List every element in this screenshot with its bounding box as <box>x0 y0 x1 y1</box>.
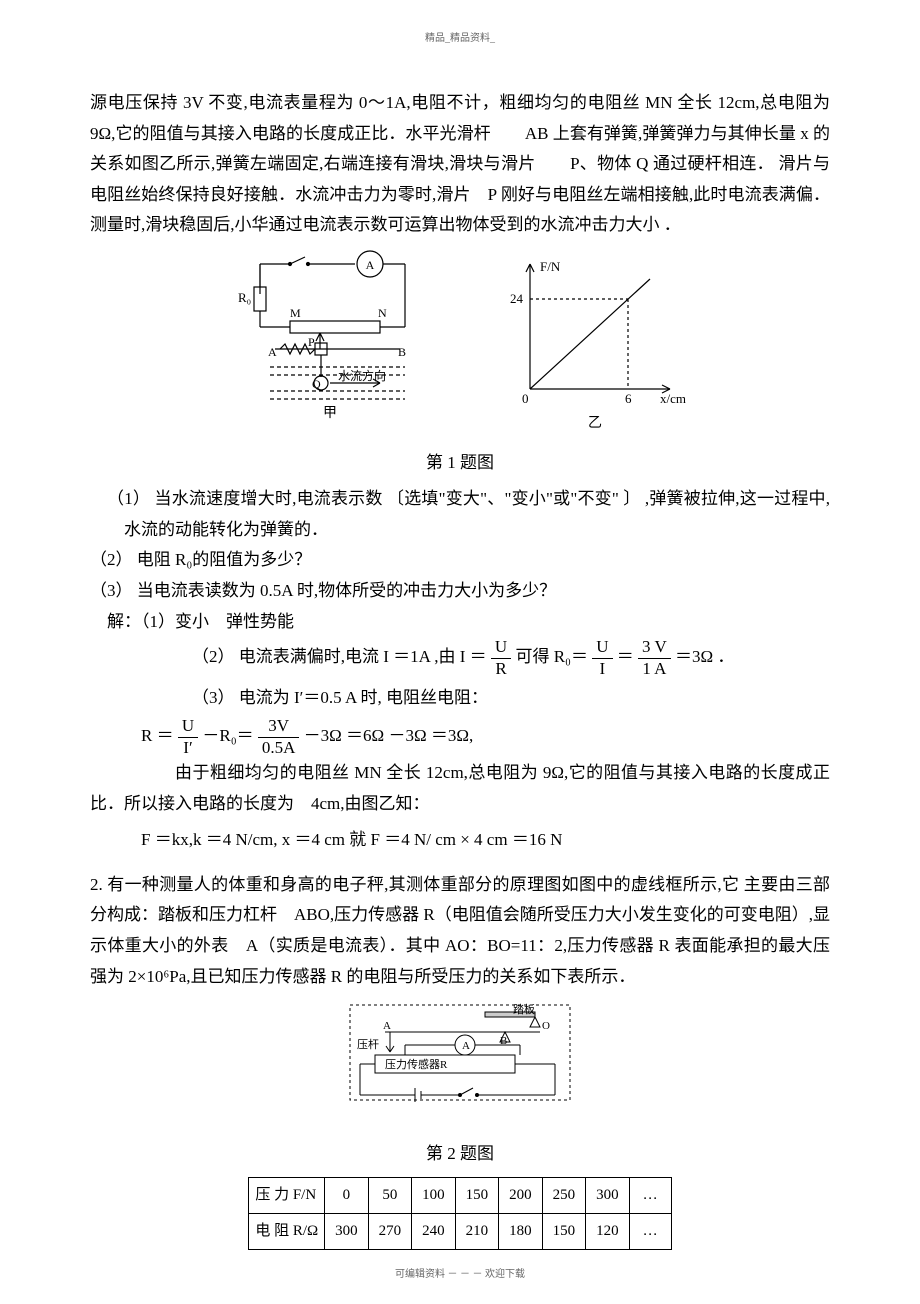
table-row: 压 力 F/N 0 50 100 150 200 250 300 … <box>249 1178 671 1214</box>
table-row: 电 阻 R/Ω 300 270 240 210 180 150 120 … <box>249 1214 671 1250</box>
cell: 210 <box>455 1214 499 1250</box>
r0-label: R₀ <box>238 290 251 305</box>
cell: 200 <box>499 1178 543 1214</box>
cell: … <box>629 1214 671 1250</box>
row2-label: 电 阻 R/Ω <box>249 1214 325 1250</box>
cell: 180 <box>499 1214 543 1250</box>
figure-1-svg: A R₀ M N P A B 水流方向 Q 甲 <box>230 249 690 429</box>
sol3-c: F ＝kx,k ＝4 N/cm, x ＝4 cm 就 F ＝4 N/ cm × … <box>141 825 830 856</box>
frac-u-r: UR <box>491 637 511 679</box>
xlabel: x/cm <box>660 391 686 406</box>
p1-q2: （2） 电阻 R₀的阻值为多少？ <box>90 545 830 576</box>
cell: 50 <box>368 1178 412 1214</box>
meter-label: A <box>462 1040 470 1052</box>
jia-label: 甲 <box>323 406 337 421</box>
yagan-label: 压杆 <box>357 1037 379 1051</box>
p-label: P <box>308 335 315 349</box>
page-footer: 可编辑资料 － － － 欢迎下载 <box>0 1266 920 1284</box>
sol2-a: （2） 电流表满偏时,电流 I ＝1A ,由 I ＝ <box>192 647 487 666</box>
origin: 0 <box>522 391 529 406</box>
fig2-caption: 第 2 题图 <box>90 1139 830 1170</box>
o2-label: O <box>542 1020 550 1032</box>
ammeter-label: A <box>366 258 375 272</box>
p2-intro: 2. 有一种测量人的体重和身高的电子秤,其测体重部分的原理图如图中的虚线框所示,… <box>90 870 830 992</box>
taban-label: 踏板 <box>513 1002 535 1016</box>
cell: 0 <box>325 1178 369 1214</box>
sol2-d: ＝3Ω ． <box>675 647 734 666</box>
p1-sol: 解：（1）变小 弹性势能 <box>90 607 830 638</box>
row1-label: 压 力 F/N <box>249 1178 325 1214</box>
sol3-b: 由于粗细均匀的电阻丝 MN 全长 12cm,总电阻为 9Ω,它的阻值与其接入电路… <box>90 758 830 819</box>
sol3-eq: R ＝ UI′ －R₀＝ 3V0.5A －3Ω ＝6Ω －3Ω ＝3Ω, <box>141 716 830 758</box>
frac-3v-05a: 3V0.5A <box>258 716 300 758</box>
p1-q1: （1） 当水流速度增大时,电流表示数 〔选填"变大"、"变小"或"不变" 〕 ,… <box>107 484 830 545</box>
sol3-eq-l: R ＝ <box>141 726 174 745</box>
a-label: A <box>268 345 277 359</box>
frac-3v-1a: 3 V1 A <box>638 637 671 679</box>
yi-label: 乙 <box>588 415 602 429</box>
a2-label: A <box>383 1020 391 1032</box>
cell: 270 <box>368 1214 412 1250</box>
cell: 120 <box>586 1214 630 1250</box>
b2-label: B <box>500 1035 507 1047</box>
frac-u-iprime: UI′ <box>178 716 198 758</box>
sol3-mid1: －R₀＝ <box>202 726 253 745</box>
sol3-a: （3） 电流为 I′＝0.5 A 时, 电阻丝电阻： <box>192 679 830 716</box>
cell: 300 <box>325 1214 369 1250</box>
m-label: M <box>290 306 301 320</box>
page-header: 精品_精品资料_ <box>90 30 830 48</box>
sol-label: 解： <box>107 612 141 631</box>
sol2-line: （2） 电流表满偏时,电流 I ＝1A ,由 I ＝ UR 可得 R₀＝ UI … <box>192 637 830 679</box>
frac-u-i: UI <box>592 637 612 679</box>
q-label: Q <box>312 377 321 391</box>
sol2-c: ＝ <box>617 647 634 666</box>
figure-1: A R₀ M N P A B 水流方向 Q 甲 <box>90 249 830 440</box>
fig1-caption: 第 1 题图 <box>90 448 830 479</box>
cell: 300 <box>586 1178 630 1214</box>
water-label: 水流方向 <box>338 368 386 383</box>
data-table: 压 力 F/N 0 50 100 150 200 250 300 … 电 阻 R… <box>248 1177 671 1250</box>
sol2-b: 可得 R₀＝ <box>515 647 588 666</box>
cell: 240 <box>412 1214 456 1250</box>
cell: 250 <box>542 1178 586 1214</box>
cell: … <box>629 1178 671 1214</box>
figure-2: 踏板 A B O 压杆 压力传感器R A <box>90 1000 830 1131</box>
ylabel: F/N <box>540 259 561 274</box>
xtick: 6 <box>625 391 632 406</box>
sensor-label: 压力传感器R <box>385 1058 448 1071</box>
cell: 100 <box>412 1178 456 1214</box>
p1-q3: （3） 当电流表读数为 0.5A 时,物体所受的冲击力大小为多少？ <box>90 576 830 607</box>
p1-intro: 源电压保持 3V 不变,电流表量程为 0～1A,电阻不计，粗细均匀的电阻丝 MN… <box>90 88 830 241</box>
b-label: B <box>398 345 406 359</box>
cell: 150 <box>542 1214 586 1250</box>
figure-2-svg: 踏板 A B O 压杆 压力传感器R A <box>345 1000 575 1120</box>
sol1: （1）变小 弹性势能 <box>141 612 294 631</box>
n-label: N <box>378 306 387 320</box>
cell: 150 <box>455 1178 499 1214</box>
ytick: 24 <box>510 291 524 306</box>
sol3-mid2: －3Ω ＝6Ω －3Ω ＝3Ω, <box>304 726 474 745</box>
